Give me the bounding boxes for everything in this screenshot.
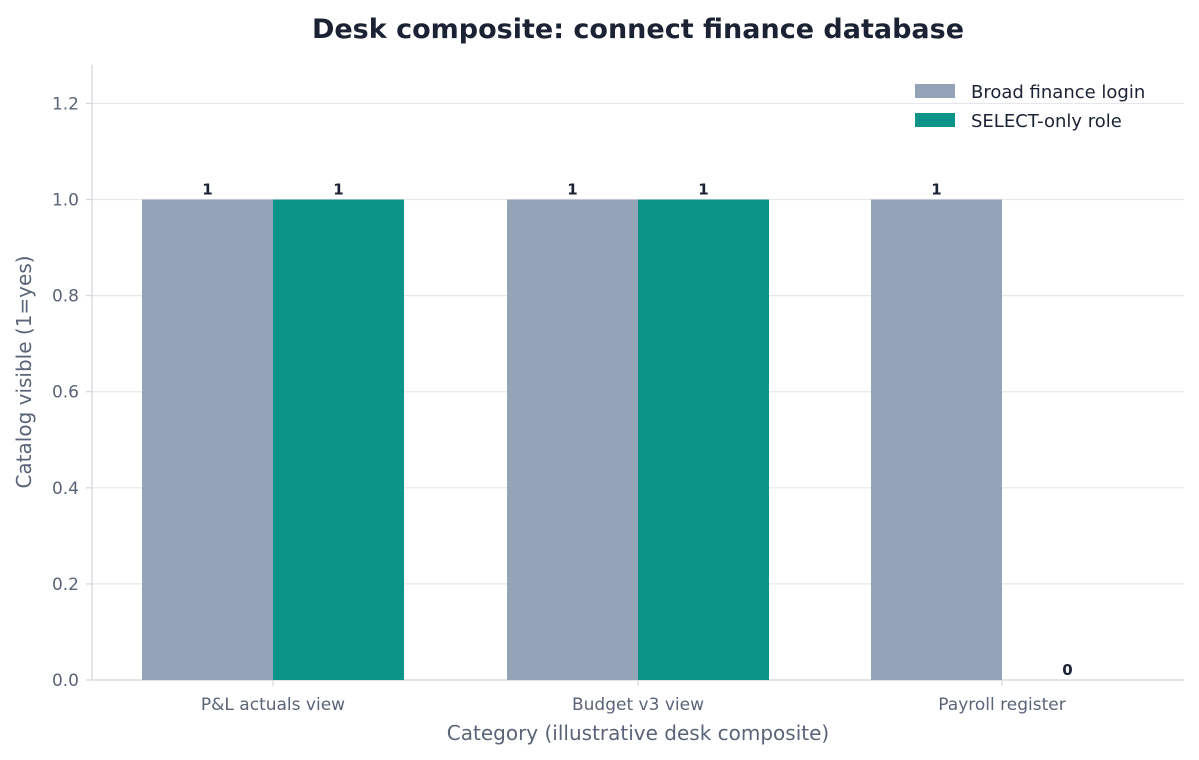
data-labels: 1 1 1 1 1 0 (202, 181, 1072, 679)
legend-swatch (915, 84, 955, 98)
bar-series-1-2 (507, 199, 638, 680)
x-tick-label: P&L actuals view (201, 695, 345, 715)
data-label: 1 (931, 181, 941, 199)
bar-series-2-1 (273, 199, 404, 680)
data-label: 1 (202, 181, 212, 199)
data-label: 0 (1062, 661, 1072, 679)
y-tick-label: 0.8 (52, 287, 79, 307)
data-label: 1 (333, 181, 343, 199)
legend-label: SELECT-only role (971, 111, 1122, 132)
y-tick-label: 1.2 (52, 94, 79, 114)
legend-swatch (915, 113, 955, 127)
bars (142, 199, 1002, 680)
bar-series-1-3 (871, 199, 1002, 680)
data-label: 1 (698, 181, 708, 199)
bar-series-1-1 (142, 199, 273, 680)
y-tick-label: 0.2 (52, 575, 79, 595)
chart-title: Desk composite: connect finance database (312, 14, 964, 45)
y-axis-label: Catalog visible (1=yes) (12, 255, 36, 488)
legend-label: Broad finance login (971, 82, 1145, 103)
x-tick-label: Payroll register (938, 695, 1065, 715)
x-axis-label: Category (illustrative desk composite) (447, 721, 829, 745)
y-tick-label: 0.0 (52, 671, 79, 691)
y-tick-label: 0.6 (52, 383, 79, 403)
bar-series-2-2 (638, 199, 769, 680)
y-tick-label: 1.0 (52, 191, 79, 211)
legend: Broad finance login SELECT-only role (915, 82, 1145, 132)
data-label: 1 (567, 181, 577, 199)
x-tick-label: Budget v3 view (572, 695, 704, 715)
tick-labels: 0.0 0.2 0.4 0.6 0.8 1.0 1.2 P&L actuals view Bud… (52, 94, 1066, 715)
y-tick-label: 0.4 (52, 479, 79, 499)
